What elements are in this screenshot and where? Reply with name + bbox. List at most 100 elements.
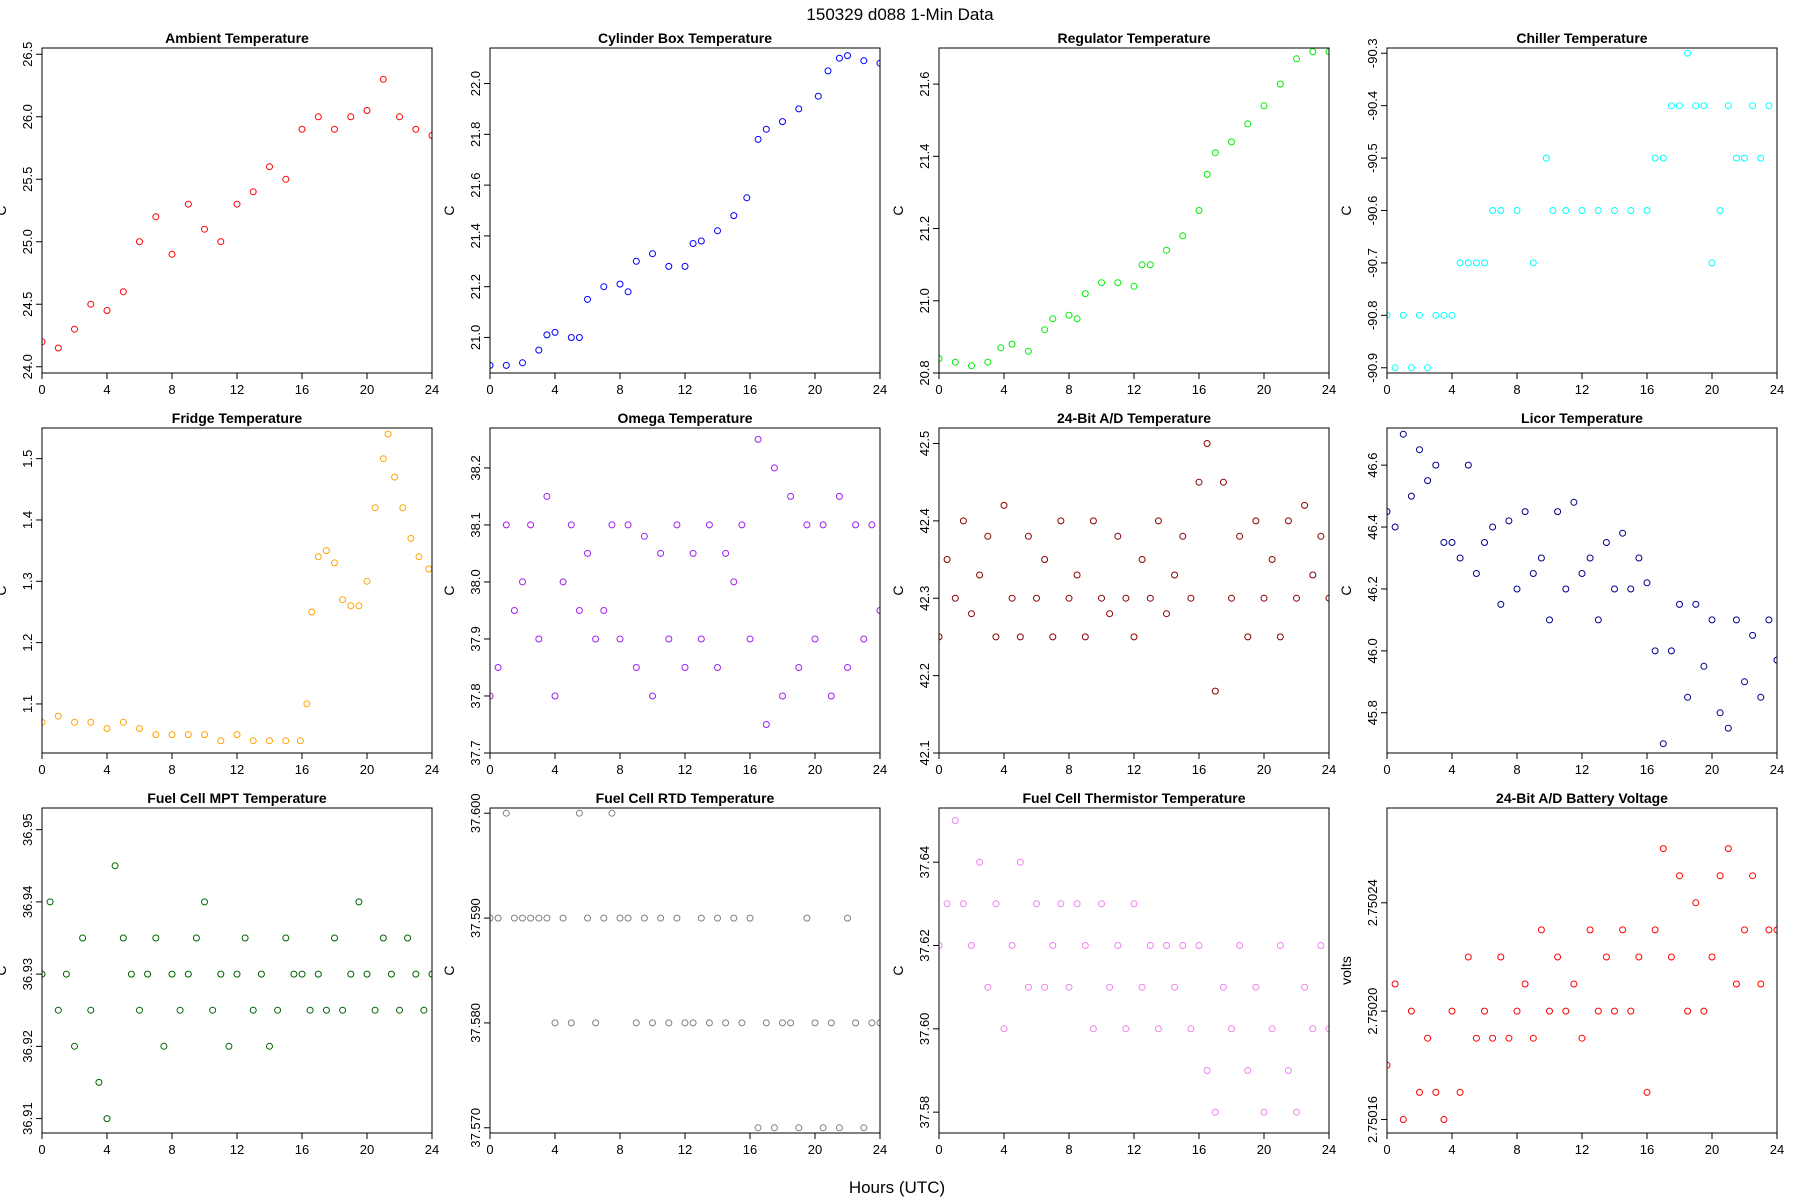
data-point [1236,942,1244,949]
x-tick-label: 20 [1705,1142,1719,1157]
data-point [697,914,705,922]
y-tick-label: 21.6 [917,71,932,96]
data-point [624,288,632,296]
data-point [951,594,959,602]
data-point [1554,953,1562,961]
x-tick-label: 24 [873,382,887,397]
data-point [217,737,225,745]
data-point [331,125,338,133]
y-tick-label: 37.62 [917,929,932,962]
data-point [363,577,371,585]
data-point [1236,532,1244,540]
data-point [1146,261,1154,269]
x-tick-label: 4 [1000,762,1007,777]
x-tick-label: 8 [616,382,623,397]
y-tick-label: 46.2 [1365,576,1380,601]
y-tick-label: 36.91 [20,1102,35,1135]
data-point [1407,1007,1415,1015]
data-point [79,934,87,942]
data-point [738,1019,746,1027]
data-point [168,970,176,978]
data-point [959,517,967,525]
chart-panel: Ambient Temperature C 0 4 8 12 16 20 24 24.0 24.5 2… [0,30,439,397]
data-point [1391,980,1399,988]
data-point [1391,523,1399,531]
data-point [543,914,551,922]
x-tick-label: 16 [1192,382,1206,397]
data-point [322,547,330,555]
data-point [705,1019,713,1027]
x-tick-label: 20 [808,382,822,397]
x-tick-label: 24 [1322,382,1336,397]
data-point [649,1019,656,1027]
data-point [551,692,559,700]
data-point [860,1124,868,1132]
data-point [1138,556,1146,563]
data-point [795,1124,803,1132]
data-point [119,718,127,726]
data-point [1464,461,1472,469]
data-point [425,565,432,573]
data-point [535,914,543,922]
data-point [1284,517,1292,525]
y-tick-label: 24.0 [20,354,35,379]
y-tick-label: 38.1 [468,512,483,537]
chart-title: 24-Bit A/D Temperature [1057,410,1211,426]
data-point [1611,585,1618,593]
data-point [1456,1088,1464,1096]
plot-frame [1386,427,1778,754]
data-point [795,664,803,671]
data-point [233,970,241,978]
data-point [1309,48,1317,56]
x-tick-label: 8 [616,1142,623,1157]
y-tick-label: 21.0 [468,325,483,350]
data-point [1309,1025,1317,1033]
data-point [1741,926,1748,934]
data-point [322,1006,330,1014]
data-point [1521,508,1529,516]
data-point [1057,900,1065,908]
chart-title: Fuel Cell MPT Temperature [147,790,327,806]
data-point [1098,900,1105,908]
y-tick-label: 37.570 [468,1108,483,1148]
data-point [535,635,543,643]
data-point [1692,899,1700,907]
data-point [1659,740,1667,748]
y-axis-label: C [441,205,457,215]
x-tick-label: 20 [1257,762,1271,777]
data-point [168,250,176,258]
data-point [1387,508,1391,516]
data-point [412,970,420,978]
figure-xlabel: Hours (UTC) [849,1178,945,1197]
data-point [1317,942,1325,949]
data-point [1041,326,1049,334]
data-point [1081,290,1089,298]
data-point [184,970,192,978]
data-point [1549,207,1557,214]
data-point [502,809,510,817]
x-tick-label: 24 [873,1142,887,1157]
data-point [176,1006,184,1014]
data-point [266,163,273,171]
x-tick-label: 0 [486,382,493,397]
data-point [1284,1067,1292,1074]
data-point [1684,1007,1692,1015]
data-point [290,970,298,978]
y-tick-label: 37.64 [917,846,932,879]
chart-title: Cylinder Box Temperature [598,30,772,46]
data-point [428,132,432,139]
data-point [1578,1034,1586,1042]
series [490,809,880,1132]
data-point [387,970,395,978]
data-point [1081,942,1089,949]
data-point [111,862,119,870]
x-tick-label: 0 [1383,1142,1390,1157]
data-point [314,113,322,121]
data-point [282,737,290,745]
x-tick-label: 24 [1322,762,1336,777]
data-point [119,934,127,942]
x-tick-label: 12 [678,382,692,397]
data-point [535,346,543,354]
x-tick-label: 12 [678,762,692,777]
data-point [632,664,640,671]
